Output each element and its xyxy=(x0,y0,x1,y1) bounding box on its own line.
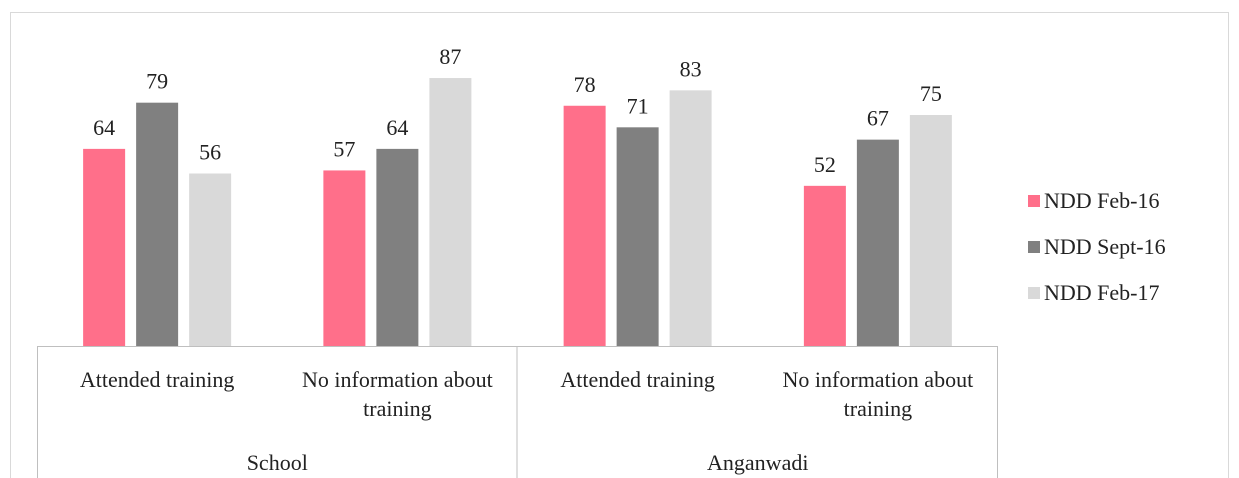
x-tick-label: No information about training xyxy=(302,367,493,421)
data-label: 64 xyxy=(386,115,408,140)
data-label: 78 xyxy=(574,72,596,97)
bar xyxy=(429,78,472,346)
data-label: 52 xyxy=(814,152,836,177)
bar xyxy=(616,127,659,346)
bar xyxy=(856,139,899,346)
data-label: 57 xyxy=(333,136,355,161)
legend-label: NDD Sept-16 xyxy=(1044,234,1166,259)
legend-swatch xyxy=(1028,287,1040,299)
bar xyxy=(803,185,846,346)
group-label: School xyxy=(246,450,308,475)
legend-swatch xyxy=(1028,241,1040,253)
bar xyxy=(669,90,712,346)
chart-border xyxy=(10,12,1229,478)
bar xyxy=(189,173,232,346)
bar xyxy=(323,170,366,346)
legend-label: NDD Feb-17 xyxy=(1044,280,1160,305)
data-label: 75 xyxy=(920,81,942,106)
group-label: Anganwadi xyxy=(707,450,809,475)
data-label: 83 xyxy=(680,56,702,81)
bar xyxy=(563,105,606,346)
bar xyxy=(376,148,419,346)
data-label: 71 xyxy=(627,93,649,118)
data-label: 87 xyxy=(439,44,461,69)
data-label: 79 xyxy=(146,69,168,94)
bar xyxy=(909,115,952,346)
bar xyxy=(136,102,179,347)
legend-swatch xyxy=(1028,195,1040,207)
data-label: 64 xyxy=(93,115,115,140)
bar xyxy=(83,148,126,346)
data-label: 67 xyxy=(867,106,889,131)
x-tick-label: Attended training xyxy=(560,367,715,392)
data-label: 56 xyxy=(199,140,221,165)
x-tick-label: Attended training xyxy=(79,367,235,392)
x-tick-label: No information about training xyxy=(782,367,974,421)
legend-label: NDD Feb-16 xyxy=(1044,188,1160,213)
